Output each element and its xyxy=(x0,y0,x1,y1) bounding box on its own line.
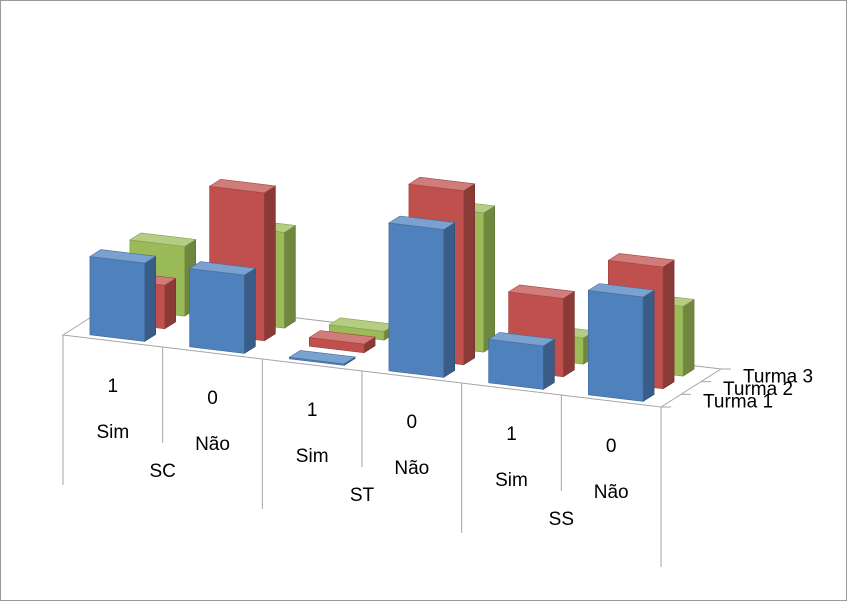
category-code-label: 1 xyxy=(307,400,318,421)
bar-turma-1-3 xyxy=(288,350,356,366)
bar-front-face xyxy=(189,268,245,354)
bar-side-face xyxy=(543,338,555,390)
bar-top-face xyxy=(188,261,257,276)
category-code-label: 0 xyxy=(207,388,218,409)
category-code-label: 1 xyxy=(506,424,517,445)
bar-turma-2-3 xyxy=(308,330,376,354)
series-label-3: Turma 3 xyxy=(743,366,813,387)
category-answer-label: Sim xyxy=(296,446,329,467)
bar-front-face xyxy=(587,290,644,402)
category-answer-label: Não xyxy=(195,434,230,455)
bar-side-face xyxy=(284,224,296,329)
bar-top-face xyxy=(408,176,476,192)
group-label: SC xyxy=(149,461,175,482)
bar-side-face xyxy=(682,298,695,377)
bars-layer xyxy=(89,176,695,402)
category-code-label: 1 xyxy=(108,376,119,397)
bar-turma-1-6 xyxy=(587,283,655,402)
bar-top-face xyxy=(208,178,277,194)
bar-top-face xyxy=(507,284,576,299)
group-label: ST xyxy=(350,485,375,506)
bar-turma-1-5 xyxy=(487,332,556,390)
category-answer-label: Sim xyxy=(495,470,528,491)
bar-turma-1-1 xyxy=(89,249,157,342)
category-answer-label: Não xyxy=(594,482,629,503)
category-code-label: 0 xyxy=(606,436,617,457)
bar-side-face xyxy=(563,290,575,378)
bar-side-face xyxy=(662,259,675,390)
bar-top-face xyxy=(89,249,157,264)
bar-top-face xyxy=(587,283,655,298)
bar-front-face xyxy=(388,222,445,378)
bar-turma-1-4 xyxy=(388,215,456,378)
series-label-2: Turma 2 xyxy=(723,379,793,400)
bar-top-face xyxy=(487,332,556,347)
group-label: SS xyxy=(549,509,574,530)
bar-top-face xyxy=(388,215,456,230)
bar-side-face xyxy=(483,205,496,353)
bar-side-face xyxy=(463,183,476,366)
bar-top-face xyxy=(308,330,376,345)
bar-side-face xyxy=(144,255,156,342)
bar-side-face xyxy=(642,289,655,402)
category-answer-label: Não xyxy=(394,458,429,479)
bar-side-face xyxy=(443,222,456,378)
bar-side-face xyxy=(164,277,176,330)
category-answer-label: Sim xyxy=(96,422,129,443)
bar-turma-1-2 xyxy=(188,261,257,354)
category-axis xyxy=(62,335,731,567)
bar-top-face xyxy=(129,232,197,247)
bar-front-face xyxy=(488,338,544,390)
bar-front-face xyxy=(89,256,145,342)
bar-top-face xyxy=(607,253,675,268)
series-label-1: Turma 1 xyxy=(703,392,773,413)
bar-top-face xyxy=(288,350,356,365)
category-code-label: 0 xyxy=(407,412,418,433)
bar-side-face xyxy=(244,267,256,354)
bar-side-face xyxy=(264,185,276,342)
